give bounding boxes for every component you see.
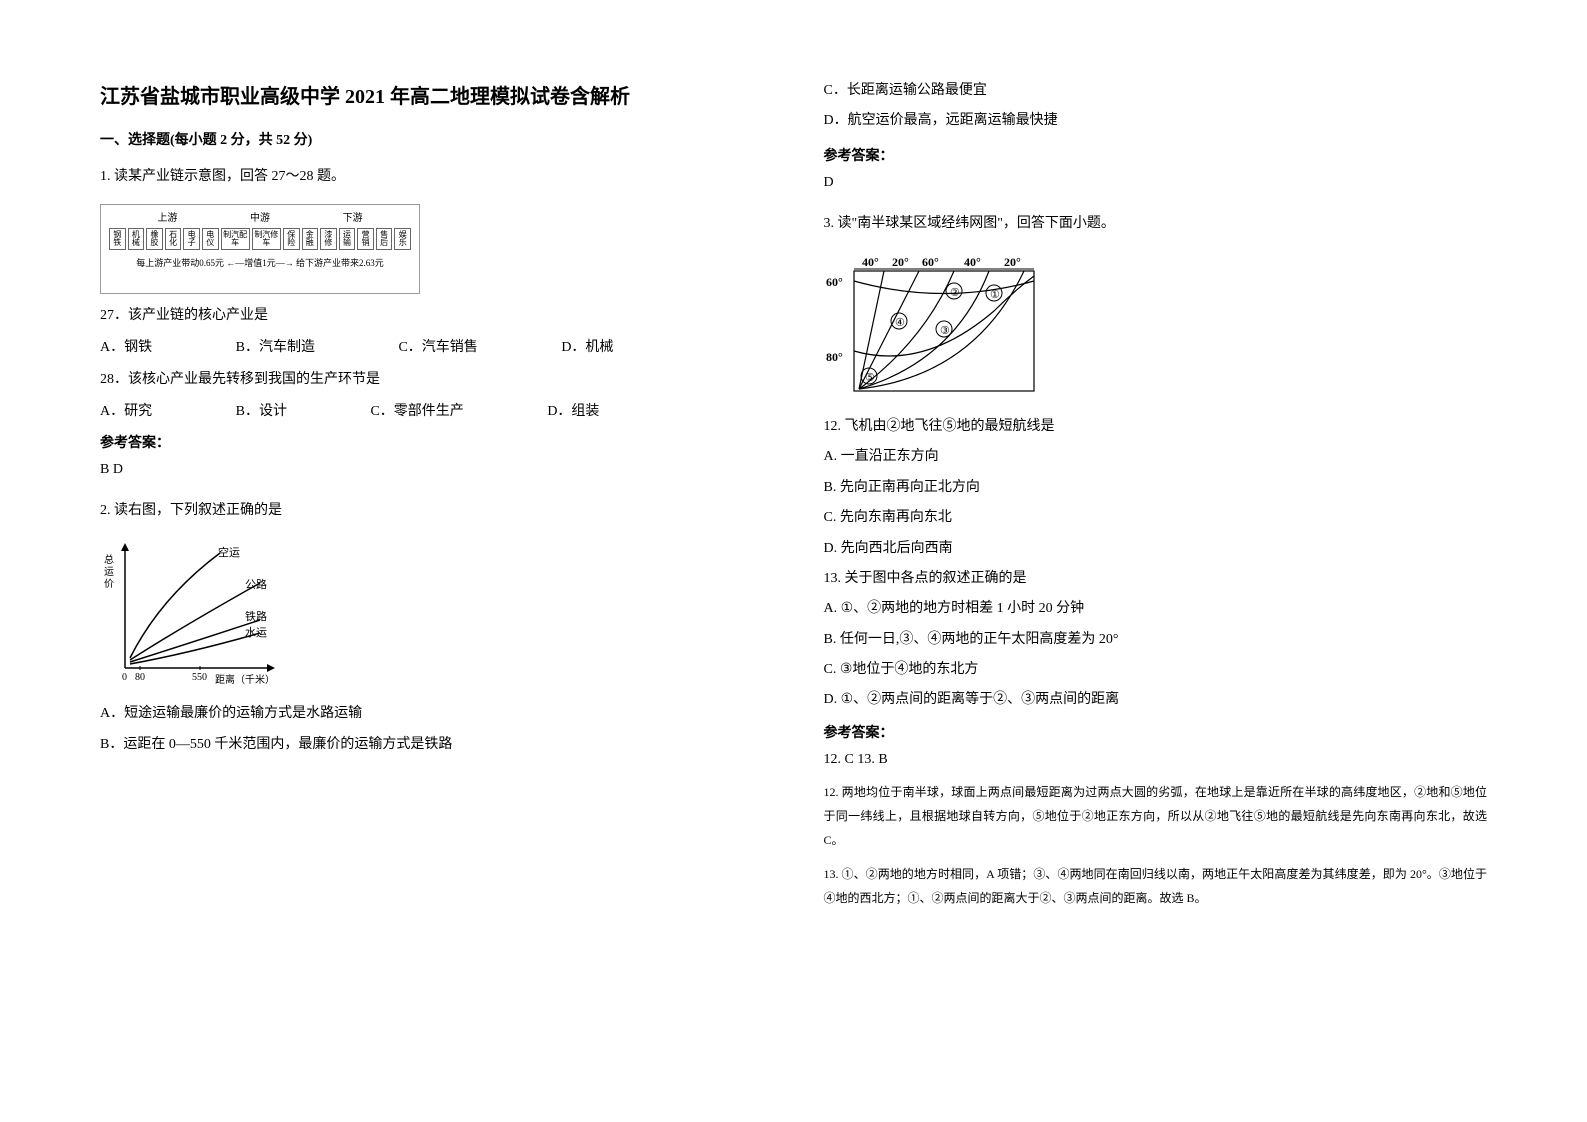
- q13-opt-b: B. 任何一日,③、④两地的正午太阳高度差为 20°: [824, 629, 1488, 651]
- svg-text:550: 550: [192, 672, 207, 683]
- q13-opt-a: A. ①、②两地的地方时相差 1 小时 20 分钟: [824, 598, 1488, 620]
- q2-chart: 空运 公路 铁路 水运 0 80 550 距离（千米） 总 运 价: [100, 538, 280, 688]
- left-column: 江苏省盐城市职业高级中学 2021 年高二地理模拟试卷含解析 一、选择题(每小题…: [100, 80, 764, 1082]
- svg-text:④: ④: [895, 317, 905, 329]
- q3-answers: 12. C 13. B: [824, 752, 1488, 768]
- section-header: 一、选择题(每小题 2 分，共 52 分): [100, 129, 764, 149]
- chain-cell: 保险: [283, 228, 300, 250]
- q3-answer-label: 参考答案：: [824, 722, 1488, 742]
- chain-cell: 制汽配车: [221, 228, 250, 250]
- q27-opt-b: B．汽车制造: [236, 340, 315, 355]
- q1-chain-figure: 上游 中游 下游 钢铁 机械 橡胶 石化 电子 电仪 制汽配车 制汽修车 保险 …: [100, 204, 420, 294]
- chart-line-air: 空运: [218, 545, 240, 559]
- svg-text:20°: 20°: [892, 255, 909, 269]
- q27-opt-c: C．汽车销售: [398, 340, 477, 355]
- svg-text:40°: 40°: [964, 255, 981, 269]
- q12-opt-a: A. 一直沿正东方向: [824, 446, 1488, 468]
- q28-options: A．研究 B．设计 C．零部件生产 D．组装: [100, 400, 764, 420]
- chain-cell: 金融: [302, 228, 319, 250]
- svg-text:②: ②: [950, 287, 960, 299]
- svg-text:20°: 20°: [1004, 255, 1021, 269]
- svg-text:运: 运: [104, 566, 114, 578]
- chain-hdr-up: 上游: [157, 209, 177, 224]
- q12-opt-c: C. 先向东南再向东北: [824, 507, 1488, 529]
- chain-cell: 售后: [376, 228, 393, 250]
- svg-text:⑤: ⑤: [865, 372, 875, 384]
- q2-opt-c: C．长距离运输公路最便宜: [824, 80, 1488, 102]
- q2-opt-d: D．航空运价最高，远距离运输最快捷: [824, 110, 1488, 132]
- q12-opt-b: B. 先向正南再向正北方向: [824, 477, 1488, 499]
- q1-stem: 1. 读某产业链示意图，回答 27～28 题。: [100, 164, 764, 189]
- chain-cell: 运输: [339, 228, 356, 250]
- q1-answer: B D: [100, 462, 764, 478]
- chart-line-road: 公路: [245, 578, 267, 591]
- q2-opt-b: B．运距在 0—550 千米范围内，最廉价的运输方式是铁路: [100, 734, 764, 756]
- chart-ylabel: 总: [104, 553, 114, 566]
- q12-text: 12. 飞机由②地飞往⑤地的最短航线是: [824, 416, 1488, 438]
- svg-text:距离（千米）: 距离（千米）: [215, 673, 275, 686]
- q13-text: 13. 关于图中各点的叙述正确的是: [824, 568, 1488, 590]
- q2-answer: D: [824, 175, 1488, 191]
- q27-opt-d: D．机械: [561, 340, 613, 355]
- q27-options: A．钢铁 B．汽车制造 C．汽车销售 D．机械: [100, 336, 764, 356]
- q27-text: 27．该产业链的核心产业是: [100, 304, 764, 324]
- chain-cell: 营销: [357, 228, 374, 250]
- chain-cell: 钢铁: [109, 228, 126, 250]
- q3-exp13: 13. ①、②两地的地方时相同，A 项错；③、④两地同在南回归线以南，两地正午太…: [824, 862, 1488, 910]
- q3-exp12: 12. 两地均位于南半球，球面上两点间最短距离为过两点大圆的劣弧，在地球上是靠近…: [824, 780, 1488, 852]
- q2-stem: 2. 读右图，下列叙述正确的是: [100, 498, 764, 523]
- q28-opt-d: D．组装: [547, 404, 599, 419]
- q2-answer-label: 参考答案：: [824, 145, 1488, 165]
- chain-cell: 电仪: [202, 228, 219, 250]
- svg-text:40°: 40°: [862, 255, 879, 269]
- doc-title: 江苏省盐城市职业高级中学 2021 年高二地理模拟试卷含解析: [100, 80, 764, 109]
- svg-text:60°: 60°: [826, 275, 843, 289]
- q27-opt-a: A．钢铁: [100, 340, 152, 355]
- q13-opt-c: C. ③地位于④地的东北方: [824, 659, 1488, 681]
- chart-line-water: 水运: [245, 626, 267, 639]
- q12-opt-d: D. 先向西北后向西南: [824, 538, 1488, 560]
- chain-cell: 机械: [128, 228, 145, 250]
- q1-answer-label: 参考答案：: [100, 432, 764, 452]
- svg-text:价: 价: [104, 578, 114, 590]
- chain-hdr-down: 下游: [343, 209, 363, 224]
- chain-cell: 漆修: [320, 228, 337, 250]
- svg-text:③: ③: [940, 325, 950, 337]
- q13-opt-d: D. ①、②两点间的距离等于②、③两点间的距离: [824, 689, 1488, 711]
- svg-text:60°: 60°: [922, 255, 939, 269]
- svg-text:0: 0: [122, 672, 127, 683]
- q28-opt-a: A．研究: [100, 404, 152, 419]
- svg-text:80: 80: [135, 672, 145, 683]
- chain-cell: 电子: [183, 228, 200, 250]
- right-column: C．长距离运输公路最便宜 D．航空运价最高，远距离运输最快捷 参考答案： D 3…: [824, 80, 1488, 1082]
- chain-footer-left: 每上游产业带动0.65元: [136, 258, 224, 268]
- chain-cell: 石化: [165, 228, 182, 250]
- q3-globe-figure: 40° 20° 60° 40° 20° 60° 80° ① ②: [824, 251, 1044, 401]
- q28-opt-c: C．零部件生产: [370, 404, 463, 419]
- chain-cell: 制汽修车: [252, 228, 281, 250]
- chain-hdr-mid: 中游: [250, 209, 270, 224]
- q28-opt-b: B．设计: [236, 404, 287, 419]
- q28-text: 28．该核心产业最先转移到我国的生产环节是: [100, 368, 764, 388]
- q2-opt-a: A．短途运输最廉价的运输方式是水路运输: [100, 703, 764, 725]
- chart-line-rail: 铁路: [245, 610, 267, 623]
- q3-stem: 3. 读"南半球某区域经纬网图"，回答下面小题。: [824, 211, 1488, 236]
- chain-cell: 娱乐: [394, 228, 411, 250]
- chain-footer-mid: ←—增值1元—→: [226, 258, 294, 268]
- svg-text:80°: 80°: [826, 350, 843, 364]
- chain-cell: 橡胶: [146, 228, 163, 250]
- svg-text:①: ①: [990, 289, 1000, 301]
- chain-footer-right: 给下游产业带来2.63元: [296, 258, 384, 268]
